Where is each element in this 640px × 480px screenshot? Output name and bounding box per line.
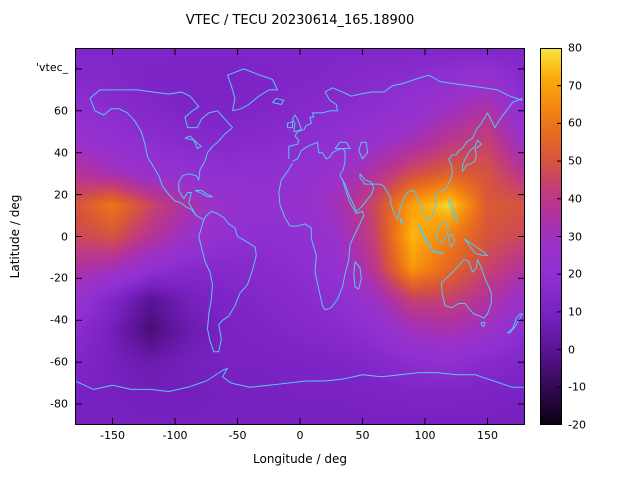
colorbar-tick-label: 10 bbox=[568, 305, 582, 319]
coastline-path bbox=[399, 217, 403, 225]
y-tick-label: -40 bbox=[50, 313, 68, 327]
colorbar-tick-label: 30 bbox=[568, 230, 582, 243]
coastline-path bbox=[75, 367, 525, 392]
colorbar bbox=[540, 48, 562, 425]
coastline-path bbox=[278, 162, 365, 311]
plot-border bbox=[75, 48, 525, 425]
x-tick-label: -50 bbox=[228, 429, 247, 442]
y-tick-label: 0 bbox=[61, 230, 68, 243]
coastline-path bbox=[507, 313, 523, 334]
y-tick-label: -80 bbox=[50, 397, 68, 411]
chart-title: VTEC / TECU 20230614_165.18900 bbox=[185, 13, 415, 28]
x-tick-label: -100 bbox=[162, 429, 188, 442]
key-label: 'vtec_ bbox=[36, 61, 69, 74]
coastline-path bbox=[462, 139, 482, 172]
x-tick-label: 50 bbox=[355, 429, 370, 442]
coastline-path bbox=[480, 321, 486, 328]
x-tick-label: 0 bbox=[296, 429, 304, 442]
colorbar-tick-label: 80 bbox=[568, 41, 582, 55]
colorbar-tick-label: 20 bbox=[568, 267, 582, 281]
coastline-path bbox=[184, 135, 202, 149]
colorbar-ticks bbox=[540, 48, 562, 425]
coastline-path bbox=[435, 221, 450, 244]
y-tick-label: 60 bbox=[54, 104, 68, 118]
plot-area bbox=[75, 48, 525, 425]
colorbar-border bbox=[540, 48, 562, 425]
coastline-path bbox=[340, 97, 523, 221]
coastline-path bbox=[334, 141, 351, 149]
y-tick-label: 20 bbox=[54, 188, 68, 202]
x-tick-label: 150 bbox=[477, 429, 498, 442]
tec-heatmap bbox=[75, 48, 525, 425]
coastline-path bbox=[448, 233, 456, 248]
colorbar-tick-label: 60 bbox=[568, 116, 582, 130]
coastline-path bbox=[292, 141, 346, 172]
coastline-path bbox=[292, 114, 302, 133]
colorbar-tick-label: -20 bbox=[568, 418, 586, 432]
x-tick-label: 100 bbox=[414, 429, 436, 442]
colorbar-tick-label: 40 bbox=[568, 192, 582, 206]
coastline-path bbox=[272, 97, 285, 105]
coastline-path bbox=[463, 238, 488, 256]
coastline-path bbox=[431, 250, 445, 254]
colorbar-tick-label: 0 bbox=[568, 343, 575, 357]
coastline-path bbox=[194, 189, 213, 198]
y-tick-label: -20 bbox=[50, 271, 68, 285]
coastline-path bbox=[418, 223, 433, 250]
coastline-path bbox=[440, 259, 492, 319]
coastline-path bbox=[288, 74, 523, 159]
colorbar-tick-label: 70 bbox=[568, 79, 582, 93]
coastline-path bbox=[287, 120, 293, 129]
coastline-path bbox=[448, 198, 458, 223]
colorbar-tick-label: 50 bbox=[568, 154, 582, 168]
x-axis-title: Longitude / deg bbox=[253, 452, 347, 466]
y-tick-label: 40 bbox=[54, 146, 68, 160]
y-tick-label: -60 bbox=[50, 355, 68, 369]
coastline-path bbox=[89, 98, 197, 216]
coastline-path bbox=[227, 68, 278, 112]
colorbar-tick-label: -10 bbox=[568, 380, 586, 394]
colorbar-gradient bbox=[540, 48, 562, 425]
coastline-path bbox=[198, 210, 257, 353]
y-axis-title: Latitude / deg bbox=[8, 194, 22, 279]
x-tick-label: -150 bbox=[100, 429, 125, 442]
coastline-path bbox=[353, 261, 362, 290]
coastline-path bbox=[358, 141, 368, 160]
coastlines-overlay bbox=[75, 48, 525, 425]
coastline-path bbox=[89, 89, 233, 221]
